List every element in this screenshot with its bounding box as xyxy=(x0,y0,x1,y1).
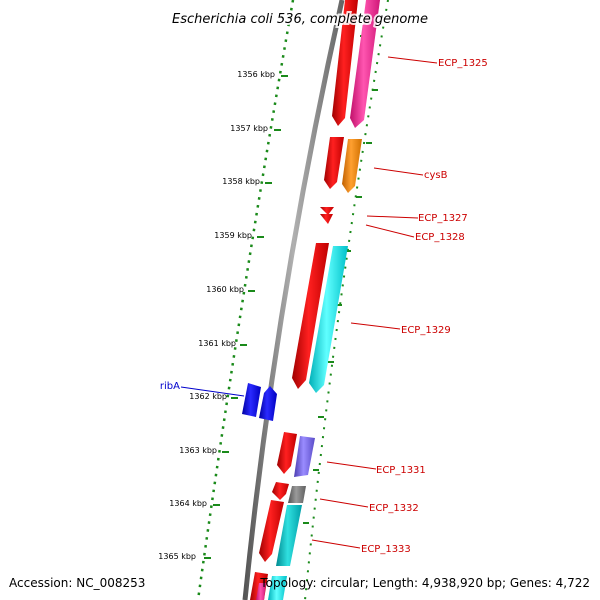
gene-labels: ECP_1325 cysB ECP_1327 ECP_1328 ECP_1329… xyxy=(160,58,488,555)
tick-label: 1363 kbp xyxy=(179,446,217,455)
label-ecp1331[interactable]: ECP_1331 xyxy=(376,465,426,476)
accession-text: Accession: NC_008253 xyxy=(9,576,146,590)
genome-backbone xyxy=(242,0,345,600)
gene-feature-next[interactable] xyxy=(256,583,266,600)
label-ecp1325[interactable]: ECP_1325 xyxy=(438,58,488,69)
cds-feature-ecp1329[interactable] xyxy=(292,243,329,389)
gene-feature-ecp1332[interactable] xyxy=(288,486,306,503)
gene-feature-ecp1325[interactable] xyxy=(350,0,380,128)
tick-label: 1362 kbp xyxy=(189,392,227,401)
cds-feature-cysb[interactable] xyxy=(324,137,344,189)
label-ecp1329[interactable]: ECP_1329 xyxy=(401,325,451,336)
cds-feature-ecp1327[interactable] xyxy=(320,207,334,215)
label-cysb[interactable]: cysB xyxy=(424,170,448,181)
tick-label: 1361 kbp xyxy=(198,339,236,348)
gene-feature-ecp1331[interactable] xyxy=(294,436,315,477)
gene-feature-ecp1329[interactable] xyxy=(309,246,348,393)
gene-feature-ecp1333[interactable] xyxy=(276,505,302,566)
tick-label: 1359 kbp xyxy=(214,231,252,240)
gene-feature-riba[interactable] xyxy=(242,383,261,417)
cds-feature-ecp1328[interactable] xyxy=(320,214,333,224)
ruler-ticks xyxy=(204,75,288,559)
label-riba[interactable]: ribA xyxy=(160,381,180,392)
map-title: Escherichia coli 536, complete genome xyxy=(172,12,428,27)
tick-label: 1365 kbp xyxy=(158,552,196,561)
cds-feature-ecp1333[interactable] xyxy=(259,500,284,562)
cds-feature-ecp1331[interactable] xyxy=(277,432,297,474)
tick-label: 1358 kbp xyxy=(222,177,260,186)
label-leaders xyxy=(180,56,438,549)
label-ecp1333[interactable]: ECP_1333 xyxy=(361,544,411,555)
cds-feature-ecp1332[interactable] xyxy=(272,482,289,500)
label-ecp1327[interactable]: ECP_1327 xyxy=(418,213,468,224)
cds-feature-riba[interactable] xyxy=(259,386,277,421)
genome-summary-text: Topology: circular; Length: 4,938,920 bp… xyxy=(260,576,590,590)
tick-label: 1356 kbp xyxy=(237,70,275,79)
label-ecp1332[interactable]: ECP_1332 xyxy=(369,503,419,514)
tick-label: 1360 kbp xyxy=(206,285,244,294)
tick-label: 1357 kbp xyxy=(230,124,268,133)
label-ecp1328[interactable]: ECP_1328 xyxy=(415,232,465,243)
gene-feature-cysb[interactable] xyxy=(342,139,362,193)
cds-feature-ecp1325[interactable] xyxy=(332,0,358,126)
ruler-line xyxy=(196,0,295,600)
ruler-labels: 1356 kbp 1357 kbp 1358 kbp 1359 kbp 1360… xyxy=(158,70,275,561)
gene-feature-next-cyan[interactable] xyxy=(268,576,287,600)
tick-label: 1364 kbp xyxy=(169,499,207,508)
